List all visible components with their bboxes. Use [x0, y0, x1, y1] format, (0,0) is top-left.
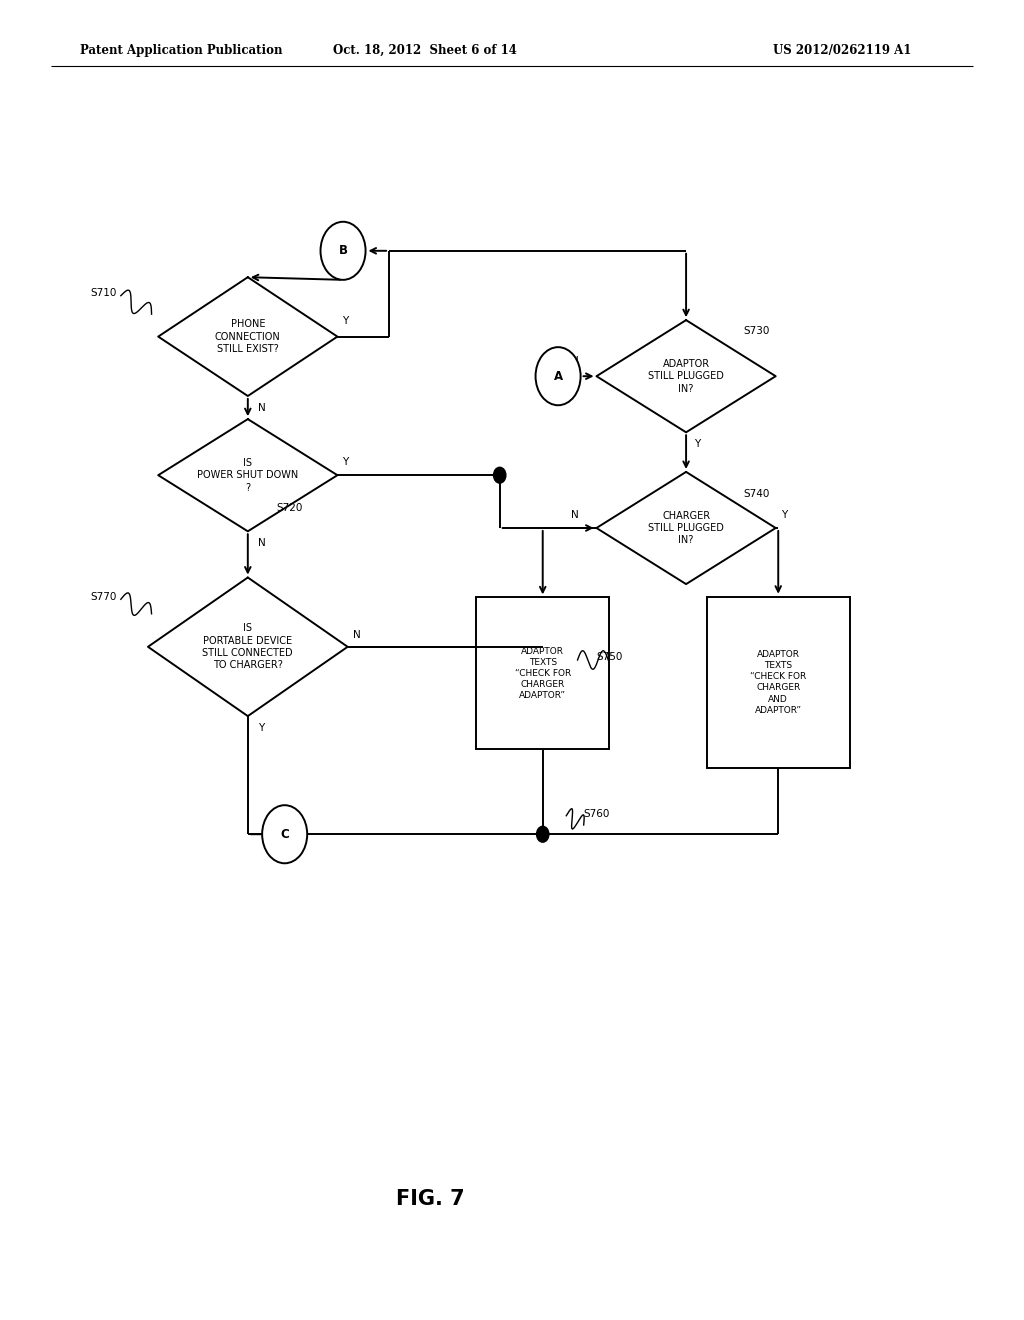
- Circle shape: [262, 805, 307, 863]
- Text: IS
PORTABLE DEVICE
STILL CONNECTED
TO CHARGER?: IS PORTABLE DEVICE STILL CONNECTED TO CH…: [203, 623, 293, 671]
- Circle shape: [321, 222, 366, 280]
- Text: FIG. 7: FIG. 7: [395, 1188, 465, 1209]
- Text: ADAPTOR
STILL PLUGGED
IN?: ADAPTOR STILL PLUGGED IN?: [648, 359, 724, 393]
- Text: S750: S750: [596, 652, 623, 663]
- Text: Y: Y: [781, 510, 787, 520]
- Circle shape: [536, 347, 581, 405]
- Text: Oct. 18, 2012  Sheet 6 of 14: Oct. 18, 2012 Sheet 6 of 14: [333, 44, 517, 57]
- Text: IS
POWER SHUT DOWN
?: IS POWER SHUT DOWN ?: [198, 458, 298, 492]
- Text: Y: Y: [694, 438, 700, 449]
- Text: CHARGER
STILL PLUGGED
IN?: CHARGER STILL PLUGGED IN?: [648, 511, 724, 545]
- Text: N: N: [571, 355, 579, 366]
- Text: S740: S740: [743, 488, 770, 499]
- Text: A: A: [554, 370, 562, 383]
- Bar: [707, 597, 850, 768]
- Text: S710: S710: [90, 288, 117, 298]
- Text: Patent Application Publication: Patent Application Publication: [80, 44, 283, 57]
- Text: S720: S720: [276, 503, 303, 513]
- Text: N: N: [258, 403, 266, 413]
- Text: US 2012/0262119 A1: US 2012/0262119 A1: [773, 44, 911, 57]
- Text: B: B: [339, 244, 347, 257]
- Text: S730: S730: [743, 326, 770, 337]
- Circle shape: [537, 826, 549, 842]
- Text: N: N: [352, 630, 360, 640]
- Circle shape: [494, 467, 506, 483]
- Text: C: C: [281, 828, 289, 841]
- Text: S760: S760: [584, 809, 610, 820]
- Text: S770: S770: [90, 591, 117, 602]
- Text: N: N: [571, 510, 579, 520]
- Text: N: N: [258, 539, 266, 548]
- Text: PHONE
CONNECTION
STILL EXIST?: PHONE CONNECTION STILL EXIST?: [215, 319, 281, 354]
- Text: Y: Y: [342, 457, 349, 467]
- Text: ADAPTOR
TEXTS
“CHECK FOR
CHARGER
AND
ADAPTOR”: ADAPTOR TEXTS “CHECK FOR CHARGER AND ADA…: [751, 651, 806, 714]
- Text: ADAPTOR
TEXTS
“CHECK FOR
CHARGER
ADAPTOR”: ADAPTOR TEXTS “CHECK FOR CHARGER ADAPTOR…: [515, 647, 570, 700]
- Text: Y: Y: [258, 722, 264, 733]
- Bar: [476, 597, 609, 750]
- Text: Y: Y: [342, 315, 349, 326]
